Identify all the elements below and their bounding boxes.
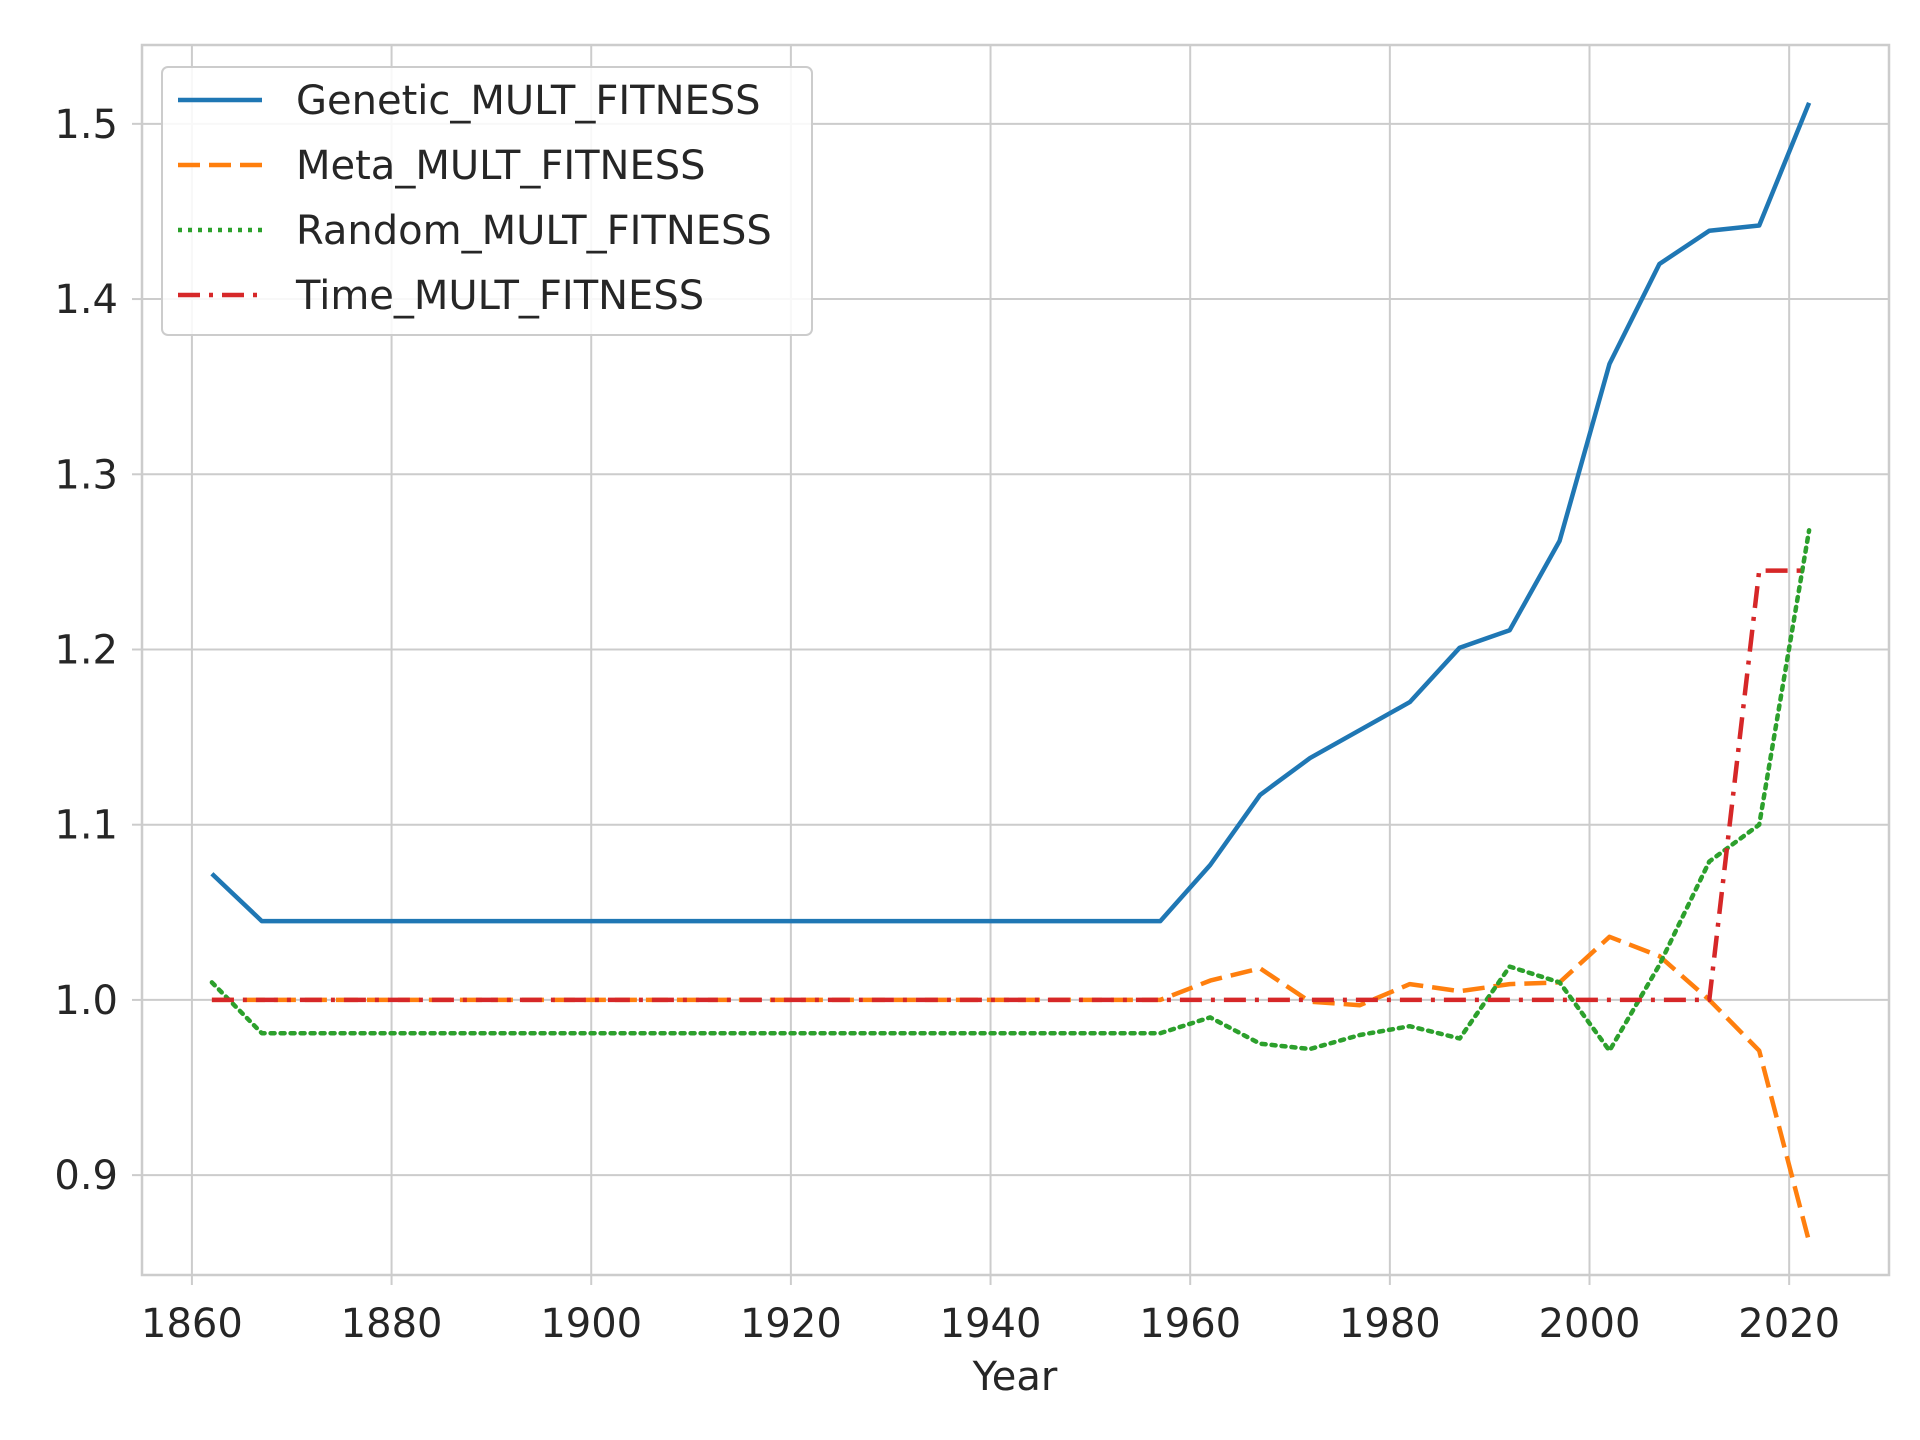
y-tick-label: 1.4 xyxy=(54,277,118,323)
x-axis-title: Year xyxy=(972,1354,1058,1400)
legend: Genetic_MULT_FITNESS Meta_MULT_FITNESS Ran… xyxy=(161,66,813,336)
legend-label: Genetic_MULT_FITNESS xyxy=(296,78,761,124)
x-tick-label: 1880 xyxy=(341,1301,443,1347)
x-axis-tick-labels: 1860 1880 1900 1920 1940 1960 1980 2000 2020 xyxy=(141,1275,1840,1347)
plot-frame xyxy=(140,43,1891,1277)
x-tick-label: 1920 xyxy=(740,1301,842,1347)
series-line-genetic-mult-fitness xyxy=(210,101,1812,924)
x-tick-label: 1960 xyxy=(1139,1301,1241,1347)
x-tick-label: 1980 xyxy=(1339,1301,1441,1347)
y-tick-label: 1.1 xyxy=(54,803,118,849)
y-tick-label: 1.2 xyxy=(54,627,118,673)
legend-label: Random_MULT_FITNESS xyxy=(296,208,772,254)
x-tick-label: 1900 xyxy=(540,1301,642,1347)
x-tick-label: 1940 xyxy=(940,1301,1042,1347)
y-tick-label: 1.3 xyxy=(54,452,118,498)
legend-label: Time_MULT_FITNESS xyxy=(295,273,704,319)
series-line-time-mult-fitness xyxy=(211,568,1810,1003)
series-line-random-mult-fitness xyxy=(209,528,1812,1053)
y-axis-tick-labels: 0.9 1.0 1.1 1.2 1.3 1.4 1.5 xyxy=(54,102,142,1199)
x-tick-label: 2020 xyxy=(1738,1301,1840,1347)
series-line-meta-mult-fitness xyxy=(211,934,1812,1243)
legend-label: Meta_MULT_FITNESS xyxy=(296,143,706,189)
x-tick-label: 1860 xyxy=(141,1301,243,1347)
y-tick-label: 0.9 xyxy=(54,1153,118,1199)
x-tick-label: 2000 xyxy=(1539,1301,1641,1347)
legend-box xyxy=(161,66,813,336)
legend-items: Genetic_MULT_FITNESS Meta_MULT_FITNESS Ran… xyxy=(178,78,772,319)
series-lines xyxy=(209,101,1812,1243)
y-tick-label: 1.5 xyxy=(54,102,118,148)
y-tick-label: 1.0 xyxy=(54,978,118,1024)
